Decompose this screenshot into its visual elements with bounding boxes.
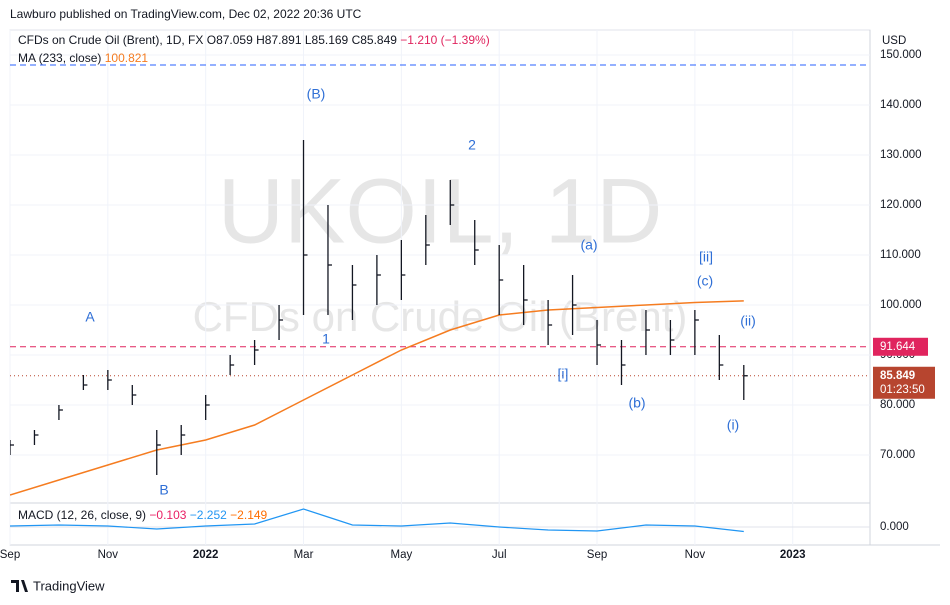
legend-close: C85.849 xyxy=(352,33,398,47)
price-label: 85.849 xyxy=(880,370,915,382)
x-tick-label: May xyxy=(390,549,412,561)
y-tick-label: 110.000 xyxy=(880,249,921,261)
legend-open: O87.059 xyxy=(207,33,253,47)
level-label: 91.644 xyxy=(880,341,916,353)
macd-title: MACD (12, 26, close, 9) xyxy=(18,508,146,522)
wave-label: [ii] xyxy=(699,249,713,265)
ma-value: 100.821 xyxy=(105,51,149,65)
y-tick-label: 70.000 xyxy=(880,449,915,461)
y-tick-label: 140.000 xyxy=(880,99,922,111)
macd-legend: MACD (12, 26, close, 9) −0.103 −2.252 −2… xyxy=(18,508,268,522)
wave-label: 2 xyxy=(468,137,476,153)
x-tick-label: Mar xyxy=(294,549,314,561)
footer-brand: TradingView xyxy=(33,578,105,593)
x-tick-label: Jul xyxy=(492,549,507,561)
y-tick-label: 120.000 xyxy=(880,199,922,211)
watermark-name: CFDs on Crude Oil (Brent) xyxy=(193,293,688,340)
legend-low: L85.169 xyxy=(305,33,349,47)
macd-reading: −0.103 xyxy=(149,508,186,522)
x-tick-label: 2022 xyxy=(193,549,219,561)
legend-title: CFDs on Crude Oil (Brent), 1D, FX xyxy=(18,33,203,47)
wave-label: B xyxy=(159,482,168,498)
level-tag xyxy=(873,337,928,356)
y-tick-label: 150.000 xyxy=(880,49,922,61)
wave-label: (B) xyxy=(307,86,326,102)
macd-tick-label: 0.000 xyxy=(880,521,909,533)
wave-label: 1 xyxy=(322,331,330,347)
x-tick-label: Sep xyxy=(587,549,607,561)
x-tick-label: Sep xyxy=(0,549,20,561)
macd-reading: −2.149 xyxy=(230,508,267,522)
wave-label: [i] xyxy=(558,366,569,382)
x-tick-label: Nov xyxy=(685,549,706,561)
macd-line xyxy=(9,508,744,533)
wave-label: A xyxy=(85,309,95,325)
pane-frame xyxy=(9,29,871,546)
currency-label: USD xyxy=(882,35,906,47)
legend-change: −1.210 (−1.39%) xyxy=(400,33,489,47)
legend-line: CFDs on Crude Oil (Brent), 1D, FX O87.05… xyxy=(18,33,490,47)
footer-logo xyxy=(11,580,28,592)
ma-legend: MA (233, close) 100.821 xyxy=(18,51,148,65)
wave-label: (a) xyxy=(580,237,597,253)
publisher-line: Lawburo published on TradingView.com, De… xyxy=(10,7,362,21)
y-tick-label: 130.000 xyxy=(880,149,922,161)
wave-label: (i) xyxy=(727,417,739,433)
wave-label: (c) xyxy=(697,273,713,289)
wave-label: (ii) xyxy=(740,313,756,329)
ma-name: MA (233, close) xyxy=(18,51,101,65)
wave-label: (b) xyxy=(628,395,645,411)
price-tag xyxy=(873,366,935,399)
price-plot xyxy=(10,64,870,496)
y-tick-label: 80.000 xyxy=(880,399,915,411)
countdown: 01:23:50 xyxy=(880,384,925,396)
watermark-symbol: UKOIL, 1D xyxy=(218,160,663,262)
legend-high: H87.891 xyxy=(256,33,302,47)
moving-average xyxy=(10,300,744,496)
x-tick-label: Nov xyxy=(98,549,119,561)
y-tick-label: 100.000 xyxy=(880,299,922,311)
x-tick-label: 2023 xyxy=(780,549,806,561)
macd-reading: −2.252 xyxy=(190,508,227,522)
